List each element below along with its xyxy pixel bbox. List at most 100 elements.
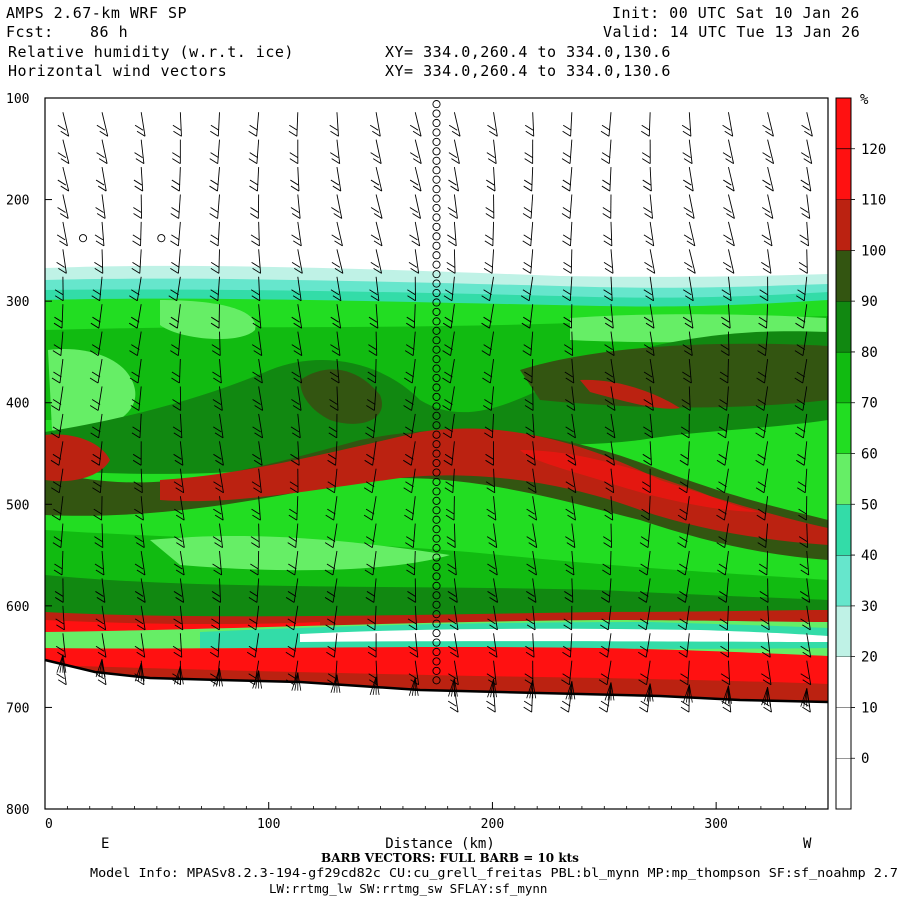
wind-barb-flag xyxy=(172,399,181,405)
colorbar-label: 50 xyxy=(861,497,878,513)
wind-barb-flag xyxy=(93,508,103,515)
wind-barb-flag xyxy=(489,597,498,603)
wind-barb-shaft xyxy=(722,685,729,704)
wind-barb-flag xyxy=(134,185,143,192)
wind-barb-flag xyxy=(796,344,806,350)
wind-barb-flag xyxy=(758,569,768,576)
wind-barb-flag xyxy=(171,261,180,268)
calm-circle xyxy=(432,572,441,581)
wind-barb-flag xyxy=(210,267,220,274)
wind-barb-flag xyxy=(719,618,729,625)
wind-barb-flag xyxy=(129,295,138,302)
wind-barb-flag xyxy=(290,426,300,433)
wind-barb-flag xyxy=(762,152,771,159)
wind-barb-flag xyxy=(755,459,764,466)
wind-barb-flag xyxy=(287,618,297,625)
colorbar-label: 40 xyxy=(861,548,878,564)
wind-barb-flag xyxy=(172,673,181,680)
wind-barb-shaft xyxy=(258,304,262,329)
wind-barb-flag xyxy=(136,569,146,576)
wind-barb-shaft xyxy=(410,441,416,466)
wind-barb-shaft xyxy=(728,249,735,274)
wind-barb-flag xyxy=(679,536,688,542)
wind-barb-shaft xyxy=(332,523,338,548)
wind-barb-shaft xyxy=(371,468,377,493)
wind-barb-shaft xyxy=(375,304,379,329)
wind-barb-flag xyxy=(604,344,613,350)
wind-barb-flag xyxy=(723,234,732,241)
wind-barb-flag xyxy=(293,322,302,329)
wind-barb-flag xyxy=(524,371,533,378)
wind-barb-flag xyxy=(486,536,496,542)
wind-barb-shaft xyxy=(606,688,612,713)
wind-barb-flag xyxy=(404,514,413,521)
wind-barb-flag xyxy=(761,651,771,658)
field1-label: Relative humidity (w.r.t. ice) xyxy=(8,43,294,61)
wind-barb-flag xyxy=(209,185,218,192)
calm-circle xyxy=(432,496,441,505)
wind-barb-flag xyxy=(369,124,379,131)
colorbar-cell xyxy=(836,758,851,809)
wind-barb-flag xyxy=(804,130,813,137)
wind-barb-flag xyxy=(209,158,218,165)
wind-barb-flag xyxy=(603,240,613,247)
wind-barb-shaft xyxy=(140,605,146,630)
wind-barb-flag xyxy=(798,508,807,515)
wind-barb-shaft xyxy=(532,605,536,630)
wind-barb-flag xyxy=(562,124,572,131)
calm-circle xyxy=(432,647,441,657)
wind-barb-flag xyxy=(601,124,611,131)
wind-barb-flag xyxy=(249,179,259,186)
calm-circle xyxy=(432,591,441,600)
wind-barb-flag xyxy=(525,426,534,433)
calm-circle xyxy=(432,175,441,184)
wind-barb-shaft xyxy=(219,578,221,603)
wind-barb-flag xyxy=(684,350,693,356)
wind-barb-flag xyxy=(52,399,62,405)
wind-barb-shaft xyxy=(60,331,64,356)
wind-barb-shaft xyxy=(58,468,64,493)
wind-barb-flag xyxy=(523,706,532,713)
wind-barb-flag xyxy=(211,624,220,631)
wind-barb-flag xyxy=(330,316,340,323)
wind-barb-flag xyxy=(719,371,729,378)
wind-barb-shaft xyxy=(179,633,183,658)
wind-barb-shaft xyxy=(140,496,144,521)
wind-barb-shaft xyxy=(295,523,299,548)
wind-barb-flag xyxy=(680,453,689,460)
wind-barb-shaft xyxy=(219,550,223,576)
wind-barb-flag xyxy=(92,487,101,494)
wind-barb-flag xyxy=(677,514,687,521)
wind-barb-shaft xyxy=(140,578,146,603)
wind-barb-flag xyxy=(481,322,490,329)
wind-barb-flag xyxy=(762,679,772,686)
wind-barb-flag xyxy=(527,487,537,494)
wind-barb-shaft xyxy=(490,679,494,698)
wind-barb-flag xyxy=(251,240,260,247)
wind-barb-shaft xyxy=(806,523,809,548)
wind-barb-flag xyxy=(606,432,616,439)
wind-barb-shaft xyxy=(608,578,612,603)
wind-barb-shaft xyxy=(297,413,301,438)
wind-barb-flag xyxy=(292,432,301,439)
wind-barb-flag xyxy=(329,399,338,405)
wind-barb-shaft xyxy=(688,386,691,411)
wind-barb-shaft xyxy=(453,112,461,137)
wind-barb-flag xyxy=(450,185,459,192)
wind-barb-shaft xyxy=(532,523,538,548)
wind-barb-flag xyxy=(332,295,342,302)
wind-barb-flag xyxy=(406,316,416,323)
wind-barb-shaft xyxy=(806,112,813,137)
wind-barb-flag xyxy=(287,591,297,597)
wind-barb-flag xyxy=(59,213,69,219)
wind-barb-flag xyxy=(94,267,104,274)
wind-barb-flag xyxy=(645,350,655,356)
wind-barb-flag xyxy=(328,432,338,439)
wind-barb-flag xyxy=(566,405,575,411)
wind-barb-shaft xyxy=(649,221,655,246)
wind-barb-shaft xyxy=(297,358,303,384)
wind-barb-flag xyxy=(175,569,185,576)
wind-barb-flag xyxy=(525,130,534,137)
wind-barb-shaft xyxy=(179,413,183,438)
calm-circle xyxy=(432,411,441,420)
